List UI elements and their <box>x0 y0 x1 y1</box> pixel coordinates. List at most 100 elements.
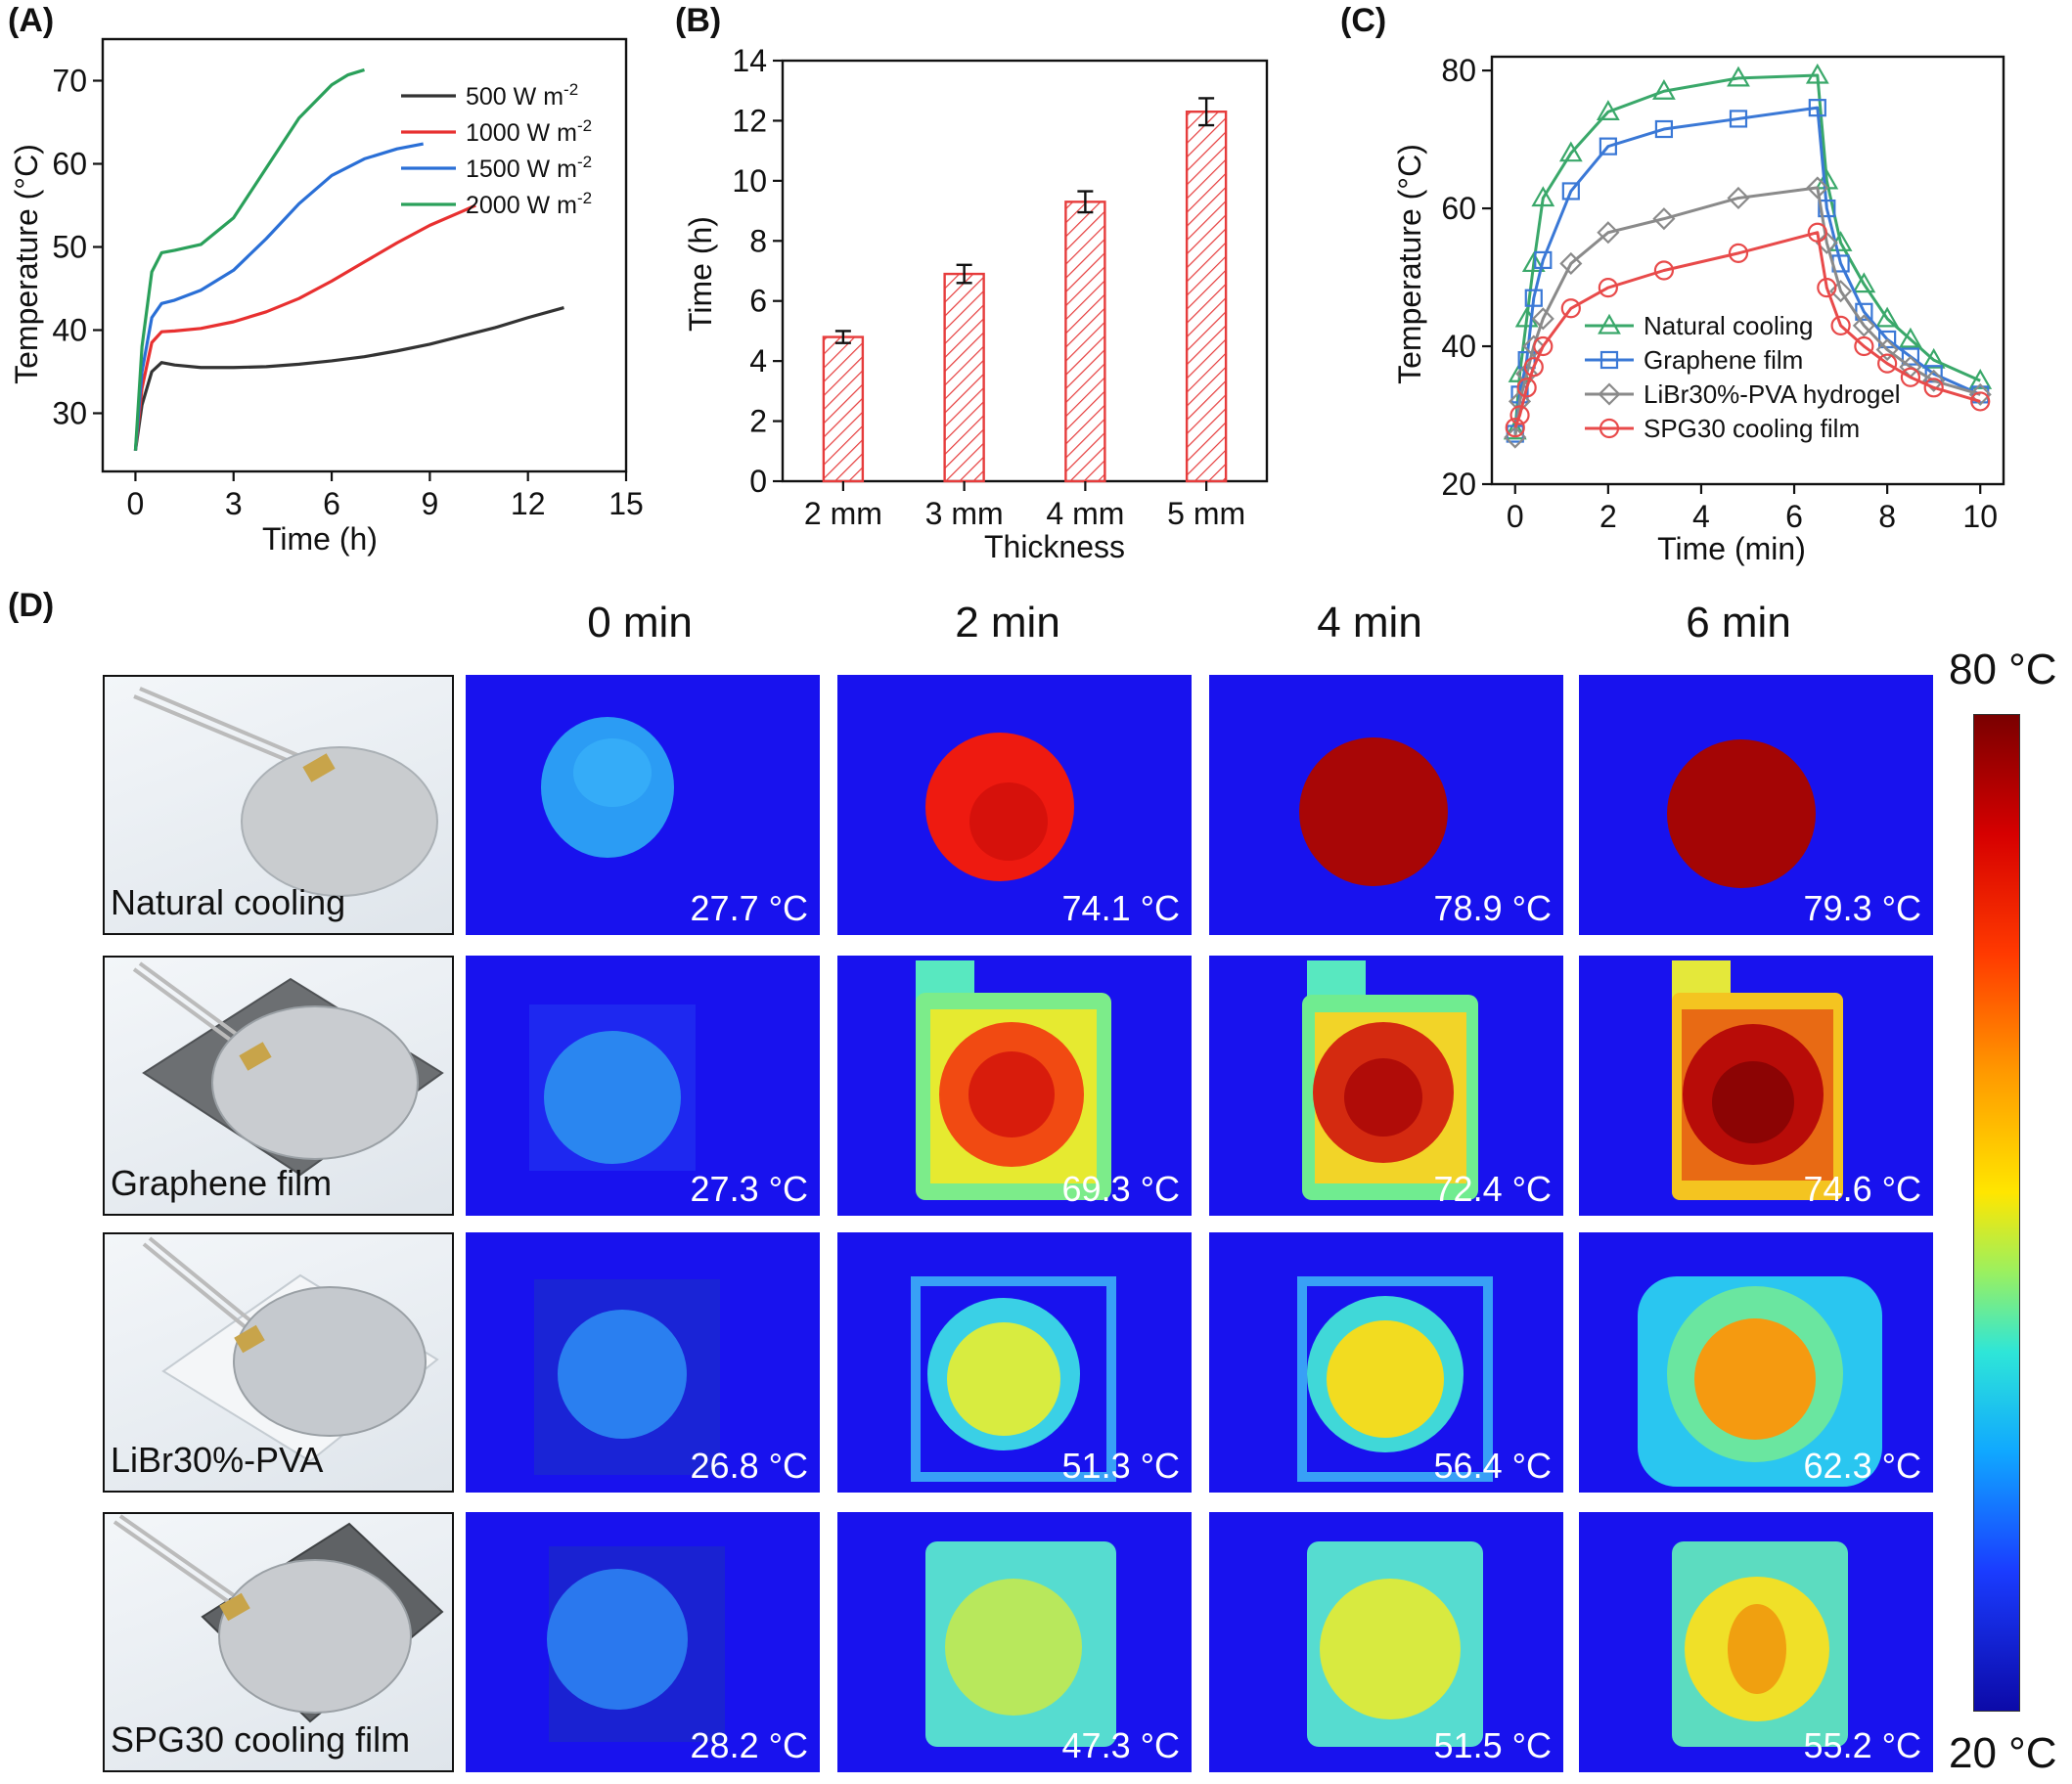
panel-label-b: (B) <box>675 2 722 39</box>
chart-c-point-2-3 <box>1522 334 1546 358</box>
chart-c-point-3-11 <box>1830 315 1851 335</box>
thermal-temp-libr-0min: 26.8 °C <box>690 1446 808 1486</box>
chart-b-xlabel: Thickness <box>984 529 1125 564</box>
thermal-temp-graphene-6min: 74.6 °C <box>1803 1169 1921 1209</box>
chart-c-point-3-6 <box>1598 278 1618 298</box>
colorbar-max-label: 80 °C <box>1949 646 2057 693</box>
chart-b-bar-2 <box>1064 201 1106 483</box>
chart-c-xtick-label-1: 2 <box>1599 499 1617 534</box>
chart-c-point-2-15 <box>1922 369 1946 392</box>
chart-b-xtick-label-2: 4 mm <box>1046 496 1124 531</box>
chart-c-point-0-0 <box>1503 419 1527 440</box>
thermal-libr-0min: 26.8 °C <box>466 1232 820 1493</box>
thermal-temp-libr-2min: 51.3 °C <box>1061 1446 1180 1486</box>
time-header-0: 0 min <box>587 599 693 647</box>
chart-c-point-1-6 <box>1599 137 1617 156</box>
chart-c-legend-swatch-marker-0 <box>1598 313 1621 334</box>
chart-c-point-2-13 <box>1875 338 1899 362</box>
chart-c-point-0-12 <box>1852 272 1876 293</box>
chart-c-point-1-7 <box>1654 119 1674 139</box>
thermal-graphene-4min: 72.4 °C <box>1209 956 1563 1216</box>
chart-c-legend-label-0: Natural cooling <box>1644 311 1813 340</box>
chart-a-series-1 <box>133 203 476 451</box>
chart-c-point-0-13 <box>1875 306 1900 328</box>
thermal-spg30-0min: 28.2 °C <box>466 1512 820 1772</box>
chart-a-series-3 <box>133 67 365 451</box>
chart-b-ylabel: Time (h) <box>683 216 718 332</box>
row-label-0: Natural cooling <box>111 882 346 922</box>
thermal-temp-spg30-0min: 28.2 °C <box>690 1725 808 1765</box>
time-header-3: 6 min <box>1686 599 1791 647</box>
chart-c-xtick-label-0: 0 <box>1507 499 1524 534</box>
thermal-graphene-0min: 27.3 °C <box>466 956 820 1216</box>
chart-a-xtick-label-4: 12 <box>511 486 546 521</box>
chart-c-point-1-13 <box>1878 330 1897 349</box>
chart-b-ytick-label-4: 8 <box>749 223 767 258</box>
chart-a-legend-label-3: 2000 W m-2 <box>466 189 592 219</box>
chart-c-point-0-8 <box>1727 66 1750 87</box>
chart-a-legend-label-2: 1500 W m-2 <box>466 153 592 183</box>
thermal-temp-libr-6min: 62.3 °C <box>1803 1446 1921 1486</box>
chart-b-ytick-label-6: 12 <box>732 103 767 138</box>
thermal-temp-natural-0min: 27.7 °C <box>690 888 808 928</box>
thermal-temp-natural-6min: 79.3 °C <box>1803 888 1921 928</box>
chart-c-point-0-16 <box>1968 369 1993 389</box>
chart-c-point-1-4 <box>1534 250 1553 270</box>
photo-libr-pva-image <box>142 1236 439 1463</box>
chart-c-point-3-0 <box>1505 418 1525 438</box>
thermal-natural-4min: 78.9 °C <box>1209 675 1563 935</box>
photo-graphene-film: Graphene film <box>103 956 454 1216</box>
chart-a-xlabel: Time (h) <box>262 521 378 557</box>
chart-a-xtick-label-1: 3 <box>225 486 243 521</box>
chart-b-ytick-label-1: 2 <box>749 404 767 439</box>
chart-c-xtick-label-5: 10 <box>1962 499 1998 534</box>
thermal-graphene-6min: 74.6 °C <box>1579 956 1933 1216</box>
chart-b-ytick-label-3: 6 <box>749 284 767 319</box>
chart-c-point-3-13 <box>1877 353 1898 374</box>
panel-label-c: (C) <box>1340 2 1387 39</box>
panel-label-d: (D) <box>8 587 55 624</box>
chart-c-point-3-5 <box>1560 298 1581 319</box>
chart-c-point-0-9 <box>1805 63 1829 84</box>
chart-a-ytick-label-2: 50 <box>52 230 87 265</box>
chart-c-point-2-6 <box>1597 221 1620 245</box>
chart-c-legend-label-3: SPG30 cooling film <box>1644 414 1860 443</box>
thermal-temp-natural-2min: 74.1 °C <box>1061 888 1180 928</box>
chart-b-xtick-label-0: 2 mm <box>804 496 882 531</box>
chart-b-bar-1 <box>943 272 985 483</box>
chart-b-ytick-label-7: 14 <box>732 43 767 78</box>
chart-c-point-2-8 <box>1727 186 1750 210</box>
chart-c-point-0-5 <box>1558 141 1583 162</box>
thermal-temp-spg30-2min: 47.3 °C <box>1061 1725 1180 1765</box>
chart-c-point-0-7 <box>1652 79 1676 100</box>
chart-c-point-1-9 <box>1808 99 1826 117</box>
photo-graphene-film-image <box>132 961 444 1177</box>
chart-a-series-2 <box>133 142 424 451</box>
chart-c-series-2 <box>1513 186 1981 438</box>
photo-natural-cooling: Natural cooling <box>103 675 454 935</box>
chart-b-ytick-label-0: 0 <box>749 464 767 499</box>
chart-a-frame <box>101 37 628 473</box>
chart-a-ytick-label-0: 30 <box>52 396 87 431</box>
chart-c-point-3-12 <box>1854 335 1874 357</box>
chart-b-xtick-label-1: 3 mm <box>925 496 1004 531</box>
chart-c-point-0-14 <box>1899 327 1922 348</box>
chart-c: Temperature (°C) Time (min) 0 2 4 6 8 10 20 40 6… <box>1392 53 2005 566</box>
thermal-temp-libr-4min: 56.4 °C <box>1433 1446 1552 1486</box>
photo-natural-cooling-image <box>133 687 438 897</box>
chart-c-point-1-10 <box>1818 199 1836 218</box>
chart-c-point-1-14 <box>1901 347 1920 366</box>
chart-c-xtick-label-4: 8 <box>1878 499 1896 534</box>
chart-a-ytick-label-1: 40 <box>52 313 87 348</box>
chart-c-legend-label-1: Graphene film <box>1644 345 1803 375</box>
chart-a-xtick-label-2: 6 <box>323 486 340 521</box>
chart-b: Time (h) Thickness 0 2 4 6 8 10 12 14 2 mm 3 mm 4 … <box>683 43 1269 564</box>
chart-b-bar-3 <box>1185 111 1228 483</box>
chart-c-point-1-3 <box>1524 289 1543 307</box>
chart-c-point-3-8 <box>1728 243 1749 263</box>
thermal-temp-graphene-2min: 69.3 °C <box>1061 1169 1180 1209</box>
row-label-2: LiBr30%-PVA <box>111 1440 324 1480</box>
chart-c-point-3-14 <box>1900 367 1921 387</box>
thermal-libr-4min: 56.4 °C <box>1209 1232 1563 1493</box>
chart-a-xtick-label-5: 15 <box>608 486 644 521</box>
